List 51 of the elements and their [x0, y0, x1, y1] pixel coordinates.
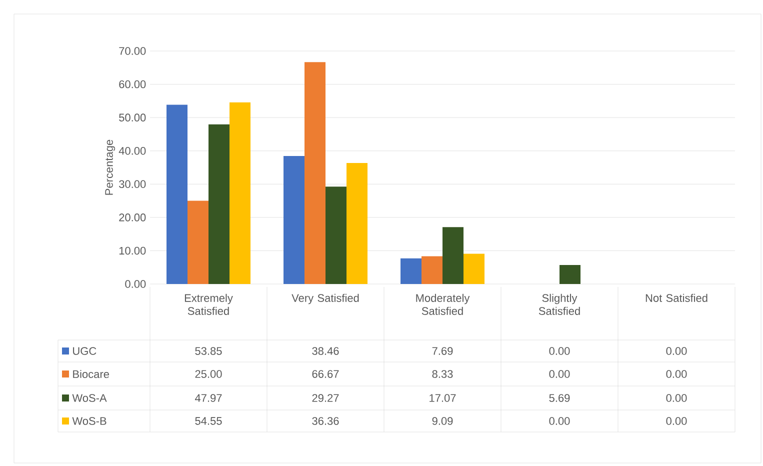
bar: [208, 124, 230, 284]
data-label: 0.00: [549, 370, 570, 378]
y-tick-label: 0.00: [125, 280, 146, 288]
x-tick-label: Extremely Satisfied: [184, 294, 233, 315]
data-label: 5.69: [549, 394, 570, 402]
bar: [166, 104, 188, 284]
data-label: 38.46: [312, 347, 339, 355]
bar: [188, 200, 208, 284]
data-label: 17.07: [430, 394, 456, 402]
bar: [442, 227, 464, 284]
data-label: 54.55: [195, 417, 222, 425]
data-label: 0.00: [666, 370, 687, 378]
bar: [346, 162, 368, 284]
y-tick-label: 50.00: [119, 114, 146, 122]
bar: [422, 256, 443, 284]
data-label: 36.36: [312, 417, 339, 425]
data-label: 66.67: [312, 370, 339, 378]
x-tick-label: Moderately Satisfied: [416, 294, 470, 315]
bar: [326, 186, 347, 284]
bar: [230, 102, 250, 284]
y-tick-label: 10.00: [119, 246, 146, 255]
x-tick-label: Not Satisfied: [646, 294, 708, 302]
data-label: 0.00: [549, 347, 570, 355]
data-label: 8.33: [432, 370, 453, 378]
bar: [464, 254, 485, 284]
data-label: 25.00: [195, 370, 222, 378]
data-label: 53.85: [195, 347, 222, 355]
data-label: 29.27: [312, 394, 339, 402]
legend-label: WoS-A: [72, 394, 107, 402]
bar: [560, 265, 581, 284]
data-label: 0.00: [666, 394, 687, 402]
data-label: 0.00: [549, 417, 570, 425]
data-label: 0.00: [666, 347, 687, 355]
y-tick-label: 70.00: [119, 47, 146, 55]
bar: [400, 258, 422, 284]
legend-label: UGC: [73, 347, 96, 355]
y-tick-label: 20.00: [119, 214, 146, 222]
x-tick-label: Very Satisfied: [292, 294, 359, 304]
data-label: 9.09: [432, 417, 453, 425]
x-tick-label: Slightly Satisfied: [538, 294, 580, 315]
bar: [284, 156, 305, 284]
y-axis-title: Percentage: [105, 140, 116, 195]
bar: [304, 62, 326, 284]
data-label: 47.97: [194, 394, 222, 402]
y-tick-label: 40.00: [118, 146, 146, 155]
data-label: 0.00: [666, 417, 687, 425]
y-tick-label: 60.00: [119, 80, 146, 88]
y-tick-label: 30.00: [119, 180, 146, 188]
data-label: 7.69: [432, 347, 453, 355]
legend-label: Biocare: [73, 370, 110, 378]
legend-label: WoS-B: [72, 417, 106, 425]
